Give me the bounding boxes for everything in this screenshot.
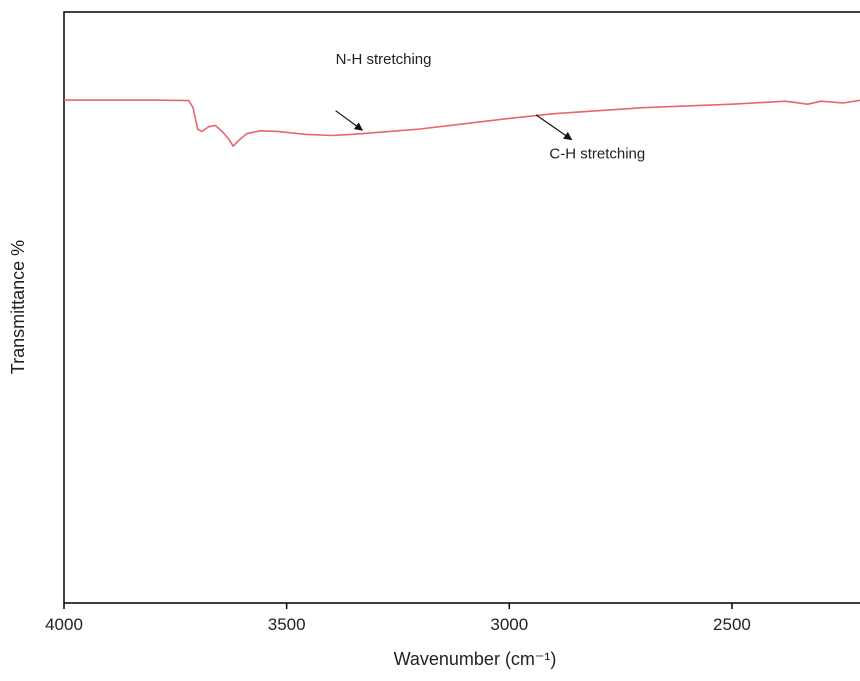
x-axis-title-text: Wavenumber (cm⁻¹) bbox=[394, 649, 557, 669]
y-axis-title: Transmittance % bbox=[8, 240, 28, 374]
x-tick-labels: 4000350030002500200015001000500 bbox=[45, 615, 751, 634]
x-axis-title: Wavenumber (cm⁻¹) bbox=[394, 649, 557, 669]
x-tick-label-3500: 3500 bbox=[268, 615, 306, 634]
annotation-label-1: C-H stretching bbox=[549, 146, 645, 163]
x-tick-label-4000: 4000 bbox=[45, 615, 83, 634]
x-tick-label-3000: 3000 bbox=[490, 615, 528, 634]
plot-border bbox=[63, 11, 860, 604]
annotation-1: C-H stretching bbox=[535, 114, 645, 163]
annotation-arrow-1 bbox=[535, 114, 573, 141]
annotation-arrow-0 bbox=[335, 110, 364, 131]
plot-frame bbox=[63, 11, 860, 604]
annotation-0: N-H stretching bbox=[335, 51, 432, 131]
spectrum-line bbox=[64, 99, 860, 147]
annotation-label-0: N-H stretching bbox=[336, 51, 432, 68]
x-tick-label-2500: 2500 bbox=[713, 615, 751, 634]
x-axis-ticks bbox=[63, 603, 733, 609]
